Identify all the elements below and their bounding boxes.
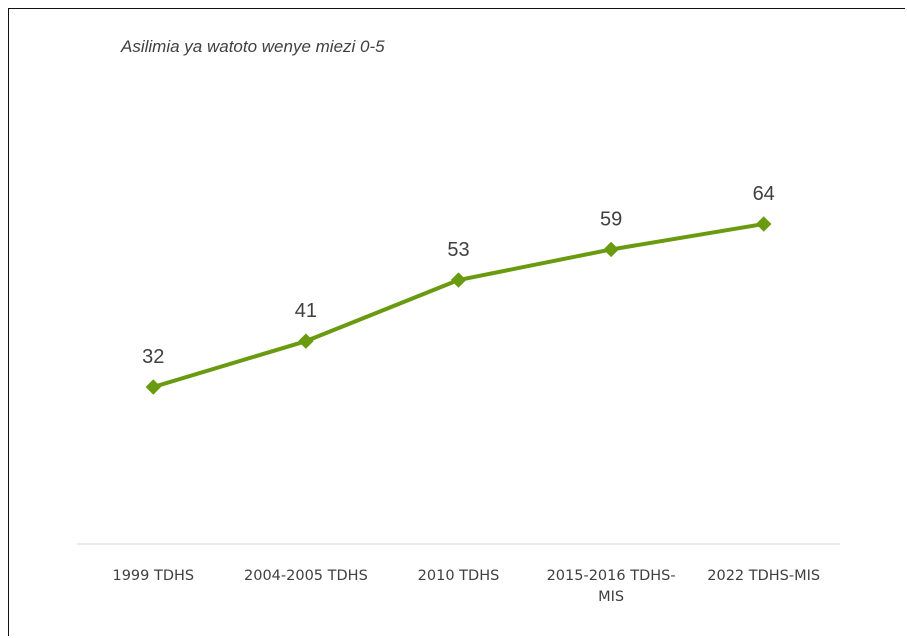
x-tick-label: 2022 TDHS-MIS <box>707 568 820 584</box>
data-label: 53 <box>447 239 469 261</box>
data-point-marker[interactable] <box>145 379 162 395</box>
data-point-marker[interactable] <box>450 272 467 288</box>
series-layer <box>145 216 772 395</box>
data-label: 32 <box>142 346 164 368</box>
data-label: 59 <box>600 208 622 230</box>
data-label: 64 <box>753 183 775 205</box>
chart-frame: Asilimia ya watoto wenye miezi 0-5 32 41 5… <box>8 8 905 636</box>
data-label: 41 <box>295 300 317 322</box>
x-tick-label: 2004-2005 TDHS <box>244 568 368 584</box>
x-tick-label: 2010 TDHS <box>418 568 500 584</box>
x-tick-labels-layer: 1999 TDHS 2004-2005 TDHS 2010 TDHS 2015-201… <box>112 568 820 605</box>
chart-subtitle: Asilimia ya watoto wenye miezi 0-5 <box>120 37 385 56</box>
data-point-marker[interactable] <box>755 216 772 232</box>
x-tick-label: 1999 TDHS <box>112 568 194 584</box>
line-chart: Asilimia ya watoto wenye miezi 0-5 32 41 5… <box>77 37 840 605</box>
data-point-marker[interactable] <box>298 333 314 349</box>
data-point-marker[interactable] <box>603 241 619 258</box>
data-labels-layer: 32 41 53 59 64 <box>142 183 775 368</box>
x-tick-label: 2015-2016 TDHS-MIS <box>547 568 676 605</box>
